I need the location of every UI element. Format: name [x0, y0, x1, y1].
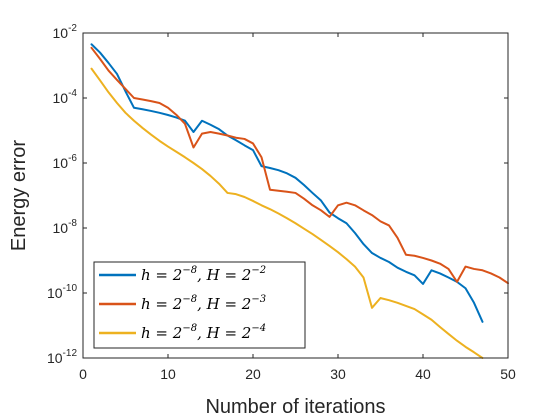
- y-tick-label: 10-4: [53, 88, 78, 106]
- legend-text-part: h = 2: [141, 266, 182, 284]
- y-tick-exponent: -8: [68, 218, 77, 229]
- x-axis-label: Number of iterations: [205, 396, 385, 418]
- x-tick-label: 20: [245, 366, 261, 382]
- x-tick-label: 10: [160, 366, 176, 382]
- y-tick-label: 10-8: [53, 218, 78, 236]
- series-layer: [90, 43, 509, 359]
- legend: h = 2−8, H = 2−2h = 2−8, H = 2−3h = 2−8,…: [93, 261, 306, 349]
- y-tick-exponent: -12: [63, 348, 78, 359]
- y-tick-exponent: -10: [63, 283, 78, 294]
- legend-text-part: h = 2: [141, 324, 182, 342]
- legend-label-3: h = 2−8, H = 2−4: [141, 323, 266, 342]
- legend-label-2: h = 2−8, H = 2−3: [141, 294, 266, 313]
- legend-text-part: , H = 2: [197, 295, 251, 313]
- y-tick-label: 10-12: [47, 348, 77, 366]
- y-tick-label: 10-10: [47, 283, 77, 301]
- series-line-3: [90, 67, 484, 359]
- y-tick-exponent: -6: [68, 153, 77, 164]
- series-line-1: [90, 43, 484, 323]
- legend-text-part: , H = 2: [197, 266, 251, 284]
- legend-exponent: −8: [182, 323, 197, 334]
- legend-exponent: −8: [182, 294, 197, 305]
- x-tick-label: 30: [330, 366, 346, 382]
- y-tick-label: 10-6: [53, 153, 78, 171]
- legend-label-1: h = 2−8, H = 2−2: [141, 265, 266, 284]
- legend-text-part: , H = 2: [197, 324, 251, 342]
- legend-items: h = 2−8, H = 2−2h = 2−8, H = 2−3h = 2−8,…: [99, 265, 266, 342]
- y-axis-label: Energy error: [8, 140, 30, 251]
- x-tick-label: 40: [415, 366, 431, 382]
- series-line-2: [90, 46, 509, 285]
- legend-exponent: −8: [182, 265, 197, 276]
- y-tick-label: 10-2: [53, 23, 78, 41]
- y-tick-exponent: -4: [68, 88, 77, 99]
- legend-exponent: −2: [251, 265, 266, 276]
- y-tick-exponent: -2: [68, 23, 77, 34]
- plot-frame: [82, 32, 509, 359]
- x-tick-label: 50: [500, 366, 516, 382]
- legend-exponent: −3: [251, 294, 266, 305]
- legend-exponent: −4: [251, 323, 266, 334]
- x-tick-label: 0: [79, 366, 87, 382]
- legend-text-part: h = 2: [141, 295, 182, 313]
